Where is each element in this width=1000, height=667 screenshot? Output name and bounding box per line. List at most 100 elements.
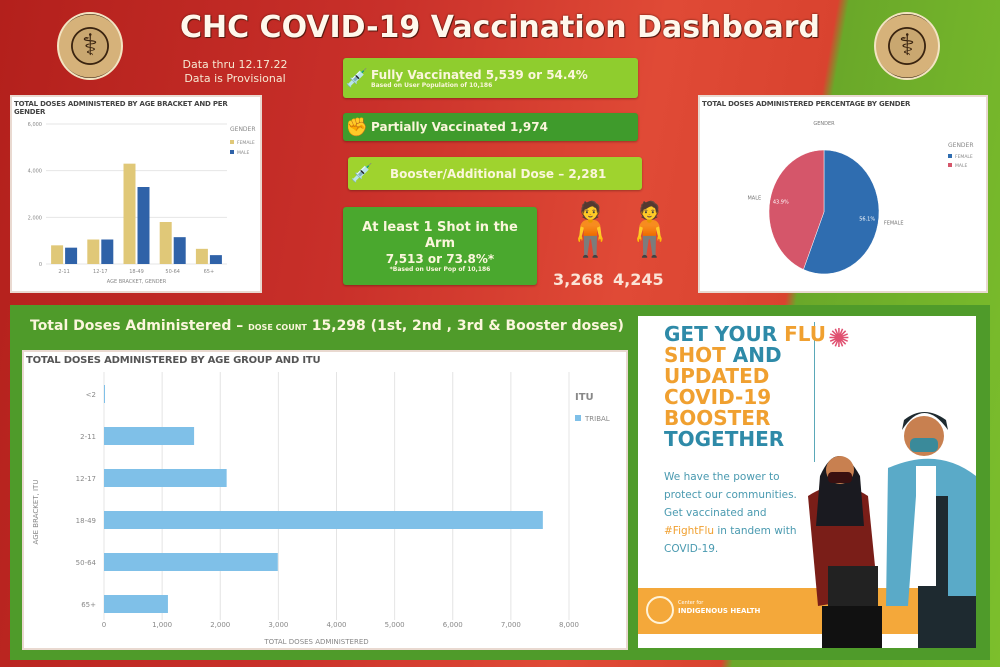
- x-tick-label: 2-11: [58, 269, 69, 275]
- age-itu-plot: 0 1,000 2,000 3,000 4,000 5,000 6,000 7,000 8,00…: [32, 372, 610, 646]
- male-person-icon: 🧍: [558, 200, 623, 260]
- chart-title: TOTAL DOSES ADMINISTERED BY AGE GROUP AN…: [26, 355, 321, 366]
- bar-female-2-11: [51, 245, 64, 264]
- bar-female-18-49: [123, 163, 136, 264]
- fully-vaccinated-note: Based on User Population of 10,186: [371, 81, 493, 89]
- bar-male-65+: [209, 255, 222, 264]
- legend-swatch: [948, 154, 952, 158]
- x-tick-label: 18-49: [129, 269, 144, 275]
- partially-vaccinated-card: ✊ Partially Vaccinated 1,974: [343, 113, 638, 141]
- gender-pie-plot: GENDER 56.1% FEMALE 43.9% MALE GENDER FEMALE MA…: [747, 121, 974, 275]
- syringe-icon: 💉: [345, 67, 369, 89]
- y-axis-label: AGE BRACKET, ITU: [32, 480, 40, 545]
- total-doses-label: Total Doses Administered –: [30, 318, 244, 334]
- dose-count-label: DOSE COUNT: [248, 323, 307, 332]
- bar-male-12-17: [101, 239, 114, 264]
- y-tick-label: 2-11: [80, 433, 96, 441]
- bar-18-49: [104, 511, 543, 529]
- poster-body-text: We have the power to protect our communi…: [664, 471, 797, 519]
- x-axis-label: TOTAL DOSES ADMINISTERED: [263, 638, 368, 646]
- legend-label: FEMALE: [955, 154, 973, 160]
- logo-left: [57, 12, 123, 80]
- legend-title: GENDER: [230, 126, 256, 133]
- booster-label: Booster/Additional Dose – 2,281: [390, 166, 607, 181]
- x-tick-label: 6,000: [443, 621, 463, 629]
- bar-<2: [104, 385, 105, 403]
- bar-2-11: [104, 427, 195, 445]
- pie-value-label: 56.1%: [859, 216, 875, 222]
- x-tick-label: 65+: [204, 269, 215, 275]
- poster-body: We have the power to protect our communi…: [664, 468, 814, 558]
- logo-right: [874, 12, 940, 80]
- gender-age-plot: 0 2,000 4,000 6,000 2-11 12-17 18-49 50-64 65+ AG…: [28, 122, 256, 285]
- legend-label: TRIBAL: [584, 415, 610, 423]
- pie-subtitle: GENDER: [813, 121, 835, 127]
- booster-card: 💉 Booster/Additional Dose – 2,281: [348, 157, 642, 190]
- bar-50-64: [104, 553, 278, 571]
- one-shot-value: 7,513 or 73.8%*: [385, 251, 495, 266]
- gender-pie-chart: TOTAL DOSES ADMINISTERED PERCENTAGE BY G…: [698, 95, 988, 293]
- data-note: Data thru 12.17.22 Data is Provisional: [165, 58, 305, 86]
- y-tick-label: 2,000: [28, 215, 42, 221]
- partially-vaccinated-label: Partially Vaccinated 1,974: [371, 120, 548, 134]
- female-count: 4,245: [613, 270, 664, 289]
- headline-text: AND: [732, 343, 782, 367]
- headline-text: SHOT: [664, 343, 733, 367]
- pie-value-label: 43.9%: [773, 200, 789, 206]
- pie-category-label: FEMALE: [884, 221, 904, 227]
- headline-text: FLU: [784, 322, 826, 346]
- bar-12-17: [104, 469, 227, 487]
- total-doses-title: Total Doses Administered – DOSE COUNT 15…: [30, 318, 624, 334]
- legend-label: MALE: [955, 163, 967, 169]
- bar-female-12-17: [87, 239, 100, 264]
- female-person-icon: 🧍: [617, 200, 682, 260]
- one-shot-title: At least 1 Shot in the Arm: [362, 219, 518, 251]
- x-tick-label: 3,000: [268, 621, 288, 629]
- y-tick-label: 50-64: [76, 559, 97, 567]
- page-title: CHC COVID-19 Vaccination Dashboard: [179, 10, 821, 45]
- syringe-icon: 💉: [350, 163, 374, 184]
- pie-slice-female: [803, 149, 880, 275]
- data-provisional: Data is Provisional: [184, 72, 286, 85]
- x-tick-label: 50-64: [165, 269, 180, 275]
- poster-headline: GET YOUR FLU SHOT AND UPDATED COVID-19 B…: [664, 324, 826, 450]
- dose-count-value: 15,298: [311, 318, 366, 334]
- y-tick-label: <2: [86, 391, 96, 399]
- x-tick-label: 12-17: [93, 269, 108, 275]
- pie-category-label: MALE: [747, 195, 761, 201]
- x-tick-label: 1,000: [152, 621, 172, 629]
- x-tick-label: 4,000: [326, 621, 346, 629]
- x-tick-label: 8,000: [559, 621, 579, 629]
- y-tick-label: 65+: [81, 601, 96, 609]
- male-count: 3,268: [553, 270, 604, 289]
- dose-detail: (1st, 2nd , 3rd & Booster doses): [370, 318, 624, 334]
- headline-text: TOGETHER: [664, 427, 785, 451]
- legend-label: FEMALE: [237, 140, 255, 146]
- org-logo: [646, 596, 674, 624]
- people-illustration: [808, 412, 976, 648]
- one-shot-card: At least 1 Shot in the Arm 7,513 or 73.8…: [343, 207, 537, 285]
- data-thru: Data thru 12.17.22: [182, 58, 288, 71]
- poster-body-text: in tandem with COVID-19.: [664, 525, 797, 555]
- y-tick-label: 6,000: [28, 122, 42, 128]
- legend-swatch: [575, 415, 581, 421]
- x-tick-label: 7,000: [501, 621, 521, 629]
- legend-swatch: [230, 150, 234, 154]
- virus-icon: ✺: [828, 324, 850, 354]
- headline-text: GET YOUR: [664, 322, 785, 346]
- bar-male-2-11: [65, 247, 78, 264]
- x-tick-label: 2,000: [210, 621, 230, 629]
- x-tick-label: 0: [102, 621, 106, 629]
- poster-hashtag: #FightFlu: [664, 525, 715, 537]
- y-tick-label: 12-17: [76, 475, 96, 483]
- y-tick-label: 18-49: [76, 517, 96, 525]
- age-itu-chart: TOTAL DOSES ADMINISTERED BY AGE GROUP AN…: [22, 350, 628, 650]
- headline-text: BOOSTER: [664, 406, 771, 430]
- fully-vaccinated-card: 💉 Fully Vaccinated 5,539 or 54.4% Based …: [343, 58, 638, 98]
- legend-swatch: [230, 140, 234, 144]
- gender-age-chart: TOTAL DOSES ADMINISTERED BY AGE BRACKET …: [10, 95, 262, 293]
- bar-female-50-64: [159, 222, 172, 264]
- legend-title: GENDER: [948, 142, 974, 149]
- x-tick-label: 5,000: [385, 621, 405, 629]
- bar-65+: [104, 595, 168, 613]
